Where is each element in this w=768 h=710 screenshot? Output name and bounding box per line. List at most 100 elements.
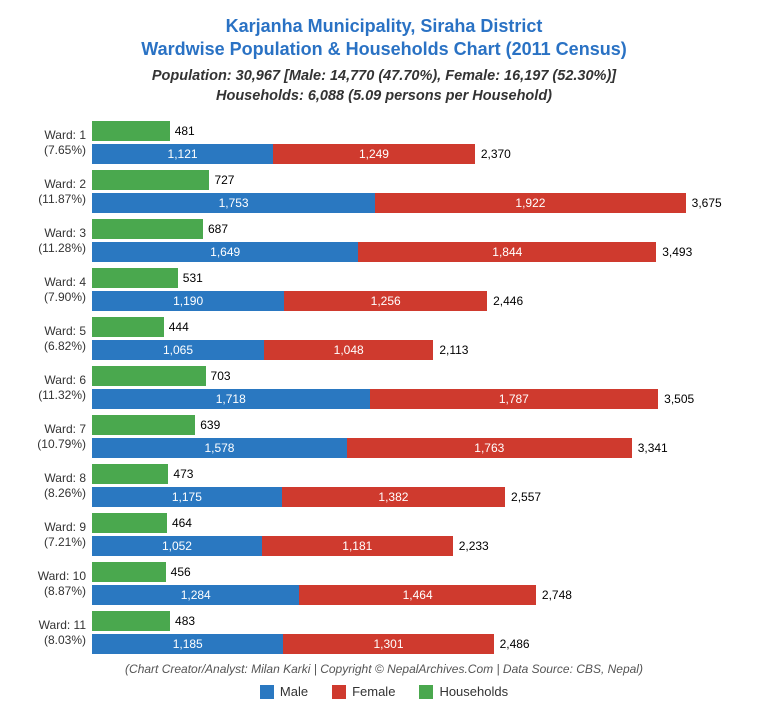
households-bar: 687 xyxy=(92,219,203,239)
female-segment: 1,048 xyxy=(264,340,433,360)
ward-name: Ward: 6 xyxy=(20,373,86,388)
total-value: 2,370 xyxy=(481,147,511,161)
male-segment: 1,065 xyxy=(92,340,264,360)
total-value: 3,505 xyxy=(664,392,694,406)
households-value: 456 xyxy=(171,565,191,579)
subtitle-line-2: Households: 6,088 (5.09 persons per Hous… xyxy=(216,88,552,104)
population-bar: 1,1751,3822,557 xyxy=(92,487,541,507)
ward-bars: 639 1,5781,7633,341 xyxy=(92,414,748,460)
chart-area: Ward: 1(7.65%)4811,1211,2492,370Ward: 2(… xyxy=(20,120,748,656)
male-value: 1,190 xyxy=(173,294,203,308)
ward-name: Ward: 9 xyxy=(20,520,86,535)
ward-row: Ward: 11(8.03%)4831,1851,3012,486 xyxy=(20,610,748,656)
ward-label: Ward: 3(11.28%) xyxy=(20,226,92,256)
male-segment: 1,190 xyxy=(92,291,284,311)
households-segment: 481 xyxy=(92,121,170,141)
total-value: 2,748 xyxy=(542,588,572,602)
ward-pct: (11.28%) xyxy=(20,241,86,256)
male-segment: 1,578 xyxy=(92,438,347,458)
households-segment: 687 xyxy=(92,219,203,239)
households-bar: 727 xyxy=(92,170,209,190)
population-bar: 1,284 1,464 2,748 xyxy=(92,585,572,605)
ward-bars: 4441,0651,0482,113 xyxy=(92,316,748,362)
ward-bars: 531 1,190 1,256 2,446 xyxy=(92,267,748,313)
female-value: 1,382 xyxy=(378,490,408,504)
ward-row: Ward: 6(11.32%)7031,7181,7873,505 xyxy=(20,365,748,411)
male-segment: 1,718 xyxy=(92,389,370,409)
households-segment: 639 xyxy=(92,415,195,435)
total-value: 2,233 xyxy=(459,539,489,553)
ward-label: Ward: 6(11.32%) xyxy=(20,373,92,403)
male-segment: 1,052 xyxy=(92,536,262,556)
ward-label: Ward: 7(10.79%) xyxy=(20,422,92,452)
households-value: 531 xyxy=(183,271,203,285)
ward-pct: (8.26%) xyxy=(20,486,86,501)
ward-name: Ward: 8 xyxy=(20,471,86,486)
female-value: 1,256 xyxy=(371,294,401,308)
female-segment: 1,256 xyxy=(284,291,487,311)
total-value: 3,493 xyxy=(662,245,692,259)
male-value: 1,284 xyxy=(181,588,211,602)
female-segment: 1,382 xyxy=(282,487,505,507)
total-value: 2,446 xyxy=(493,294,523,308)
chart-subtitle: Population: 30,967 [Male: 14,770 (47.70%… xyxy=(20,66,748,107)
households-value: 703 xyxy=(211,369,231,383)
male-segment: 1,284 xyxy=(92,585,299,605)
population-bar: 1,0651,0482,113 xyxy=(92,340,468,360)
male-segment: 1,185 xyxy=(92,634,283,654)
population-bar: 1,190 1,256 2,446 xyxy=(92,291,523,311)
total-value: 3,341 xyxy=(638,441,668,455)
population-bar: 1,5781,7633,341 xyxy=(92,438,668,458)
ward-row: Ward: 2(11.87%)7271,7531,9223,675 xyxy=(20,169,748,215)
households-bar: 483 xyxy=(92,611,170,631)
male-value: 1,121 xyxy=(168,147,198,161)
female-value: 1,249 xyxy=(359,147,389,161)
ward-pct: (8.03%) xyxy=(20,633,86,648)
ward-row: Ward: 3(11.28%)6871,6491,8443,493 xyxy=(20,218,748,264)
female-value: 1,844 xyxy=(492,245,522,259)
female-segment: 1,464 xyxy=(299,585,535,605)
ward-bars: 481 1,121 1,249 2,370 xyxy=(92,120,748,166)
legend-swatch xyxy=(419,685,433,699)
households-value: 444 xyxy=(169,320,189,334)
ward-pct: (7.21%) xyxy=(20,535,86,550)
ward-bars: 464 1,052 1,181 2,233 xyxy=(92,512,748,558)
households-bar: 473 xyxy=(92,464,168,484)
ward-name: Ward: 1 xyxy=(20,128,86,143)
households-value: 639 xyxy=(200,418,220,432)
ward-bars: 483 1,185 1,301 2,486 xyxy=(92,610,748,656)
households-bar: 481 xyxy=(92,121,170,141)
legend-item: Female xyxy=(332,684,395,699)
ward-name: Ward: 3 xyxy=(20,226,86,241)
ward-bars: 687 1,649 1,844 3,493 xyxy=(92,218,748,264)
female-value: 1,922 xyxy=(515,196,545,210)
female-value: 1,301 xyxy=(373,637,403,651)
male-value: 1,065 xyxy=(163,343,193,357)
population-bar: 1,7181,7873,505 xyxy=(92,389,694,409)
female-segment: 1,922 xyxy=(375,193,685,213)
total-value: 2,486 xyxy=(500,637,530,651)
households-value: 481 xyxy=(175,124,195,138)
male-segment: 1,121 xyxy=(92,144,273,164)
ward-row: Ward: 8(8.26%) 473 1,1751,3822,557 xyxy=(20,463,748,509)
ward-pct: (7.90%) xyxy=(20,290,86,305)
households-segment: 531 xyxy=(92,268,178,288)
ward-bars: 456 1,284 1,464 2,748 xyxy=(92,561,748,607)
female-value: 1,181 xyxy=(342,539,372,553)
ward-name: Ward: 2 xyxy=(20,177,86,192)
legend-label: Female xyxy=(352,684,395,699)
female-segment: 1,181 xyxy=(262,536,453,556)
households-segment: 444 xyxy=(92,317,164,337)
households-segment: 464 xyxy=(92,513,167,533)
ward-pct: (7.65%) xyxy=(20,143,86,158)
male-segment: 1,649 xyxy=(92,242,358,262)
female-segment: 1,844 xyxy=(358,242,656,262)
ward-row: Ward: 7(10.79%)6391,5781,7633,341 xyxy=(20,414,748,460)
households-value: 727 xyxy=(214,173,234,187)
ward-name: Ward: 4 xyxy=(20,275,86,290)
female-value: 1,048 xyxy=(334,343,364,357)
male-value: 1,649 xyxy=(210,245,240,259)
households-segment: 703 xyxy=(92,366,206,386)
households-bar: 639 xyxy=(92,415,195,435)
chart-footer: (Chart Creator/Analyst: Milan Karki | Co… xyxy=(20,662,748,676)
